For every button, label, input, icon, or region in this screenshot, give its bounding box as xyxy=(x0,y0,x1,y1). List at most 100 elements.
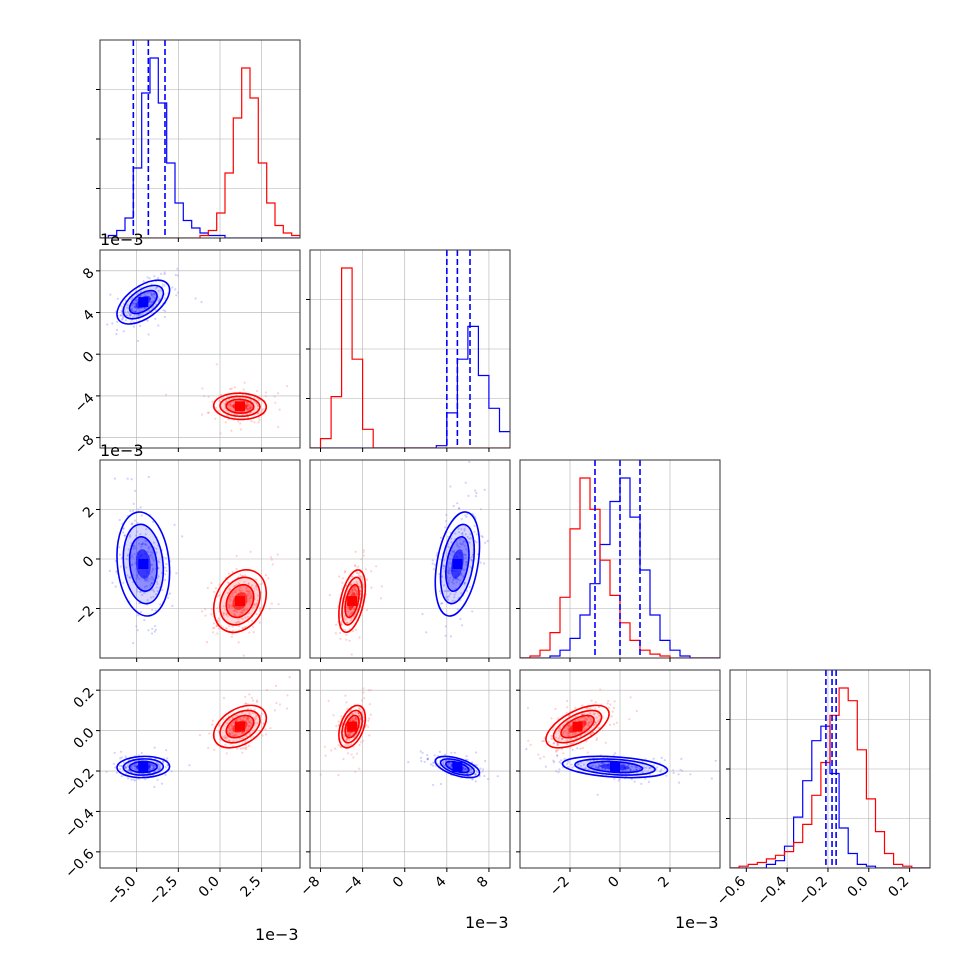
blue-scatter-point xyxy=(482,768,485,771)
red-scatter-point xyxy=(264,574,267,577)
red-scatter-point xyxy=(347,610,350,613)
blue-scatter-point xyxy=(154,593,158,596)
red-scatter-point xyxy=(363,697,366,700)
blue-scatter-point xyxy=(139,533,142,536)
blue-scatter-point xyxy=(457,578,460,581)
blue-scatter-point xyxy=(460,572,463,575)
blue-scatter-point xyxy=(133,305,136,308)
y-tick-label-1-3: 4 xyxy=(80,307,98,325)
blue-scatter-point xyxy=(596,793,599,796)
red-scatter-point xyxy=(244,616,247,619)
red-scatter-point xyxy=(567,724,570,727)
red-scatter-point xyxy=(217,724,220,727)
blue-scatter-point xyxy=(120,775,123,778)
blue-scatter-point xyxy=(464,514,467,517)
blue-scatter-point xyxy=(444,526,447,529)
blue-scatter-point xyxy=(442,567,445,570)
blue-scatter-point xyxy=(458,507,461,510)
red-scatter-point xyxy=(278,703,281,706)
red-scatter-point xyxy=(359,717,362,720)
blue-scatter-point xyxy=(149,291,152,294)
blue-scatter-point xyxy=(150,575,153,579)
red-scatter-point xyxy=(239,717,242,720)
blue-scatter-point xyxy=(710,777,713,780)
red-histogram-1 xyxy=(310,267,510,448)
blue-scatter-point xyxy=(474,772,477,776)
blue-scatter-point xyxy=(439,536,443,539)
red-scatter-point xyxy=(227,739,231,742)
blue-scatter-point xyxy=(460,532,463,535)
blue-scatter-point xyxy=(162,309,165,312)
blue-scatter-point xyxy=(465,563,468,567)
blue-scatter-point xyxy=(112,762,115,765)
red-scatter-point xyxy=(594,721,597,724)
blue-scatter-point xyxy=(473,773,476,776)
red-scatter-point xyxy=(353,588,356,591)
blue-scatter-point xyxy=(463,527,466,531)
blue-scatter-point xyxy=(444,753,447,756)
red-scatter-point xyxy=(334,632,337,635)
blue-scatter-point xyxy=(467,494,470,497)
red-scatter-point xyxy=(595,737,599,740)
blue-scatter-point xyxy=(164,557,168,560)
blue-scatter-point xyxy=(118,764,121,767)
red-scatter-point xyxy=(583,716,587,720)
red-scatter-point xyxy=(226,591,229,595)
red-scatter-point xyxy=(341,577,344,580)
red-scatter-point xyxy=(542,739,545,743)
blue-scatter-point xyxy=(471,778,474,781)
red-scatter-point xyxy=(247,725,250,728)
blue-scatter-point xyxy=(148,762,151,766)
blue-scatter-point xyxy=(150,563,153,567)
blue-scatter-point xyxy=(150,293,154,296)
x-tick-label-1-3: 4 xyxy=(432,873,450,891)
x2-offset-label: 1e−3 xyxy=(465,913,509,932)
red-scatter-point xyxy=(247,744,251,748)
red-scatter-point xyxy=(367,725,370,728)
blue-scatter-point xyxy=(649,766,652,769)
red-scatter-point xyxy=(247,590,250,593)
red-scatter-point xyxy=(275,701,278,705)
blue-scatter-point xyxy=(150,763,153,767)
red-scatter-point xyxy=(288,676,291,679)
red-scatter-point xyxy=(277,603,280,606)
red-scatter-point xyxy=(215,363,218,366)
red-density-peak xyxy=(235,596,245,607)
blue-scatter-point xyxy=(469,767,472,770)
blue-scatter-point xyxy=(126,306,129,309)
blue-scatter-point xyxy=(132,301,135,304)
blue-scatter-point xyxy=(464,533,467,536)
blue-scatter-point xyxy=(140,545,143,548)
red-histogram-0 xyxy=(100,67,300,238)
red-scatter-point xyxy=(230,604,233,607)
red-scatter-point xyxy=(228,403,231,406)
red-scatter-point xyxy=(560,738,564,741)
red-scatter-point xyxy=(577,719,581,722)
blue-scatter-point xyxy=(453,549,456,553)
blue-scatter-point xyxy=(167,596,170,599)
blue-scatter-point xyxy=(473,530,476,533)
blue-scatter-point xyxy=(158,765,161,768)
red-scatter-point xyxy=(340,715,343,718)
blue-scatter-point xyxy=(129,761,132,765)
blue-scatter-point xyxy=(132,763,135,767)
red-scatter-point xyxy=(226,581,229,584)
blue-scatter-point xyxy=(462,575,465,578)
red-scatter-point xyxy=(327,699,330,703)
red-scatter-point xyxy=(349,734,352,737)
plot-content xyxy=(100,40,930,868)
blue-scatter-point xyxy=(591,764,595,767)
blue-scatter-point xyxy=(556,754,559,757)
blue-scatter-point xyxy=(146,276,149,279)
red-scatter-point xyxy=(228,587,231,591)
blue-scatter-point xyxy=(149,768,152,771)
blue-scatter-point xyxy=(557,771,560,774)
blue-scatter-point xyxy=(576,747,579,750)
x-tick-label-2-2: 2 xyxy=(655,874,673,892)
red-scatter-point xyxy=(359,575,362,578)
red-scatter-point xyxy=(225,613,228,616)
red-scatter-point xyxy=(354,550,357,554)
blue-scatter-point xyxy=(122,531,125,534)
red-scatter-point xyxy=(550,737,553,740)
blue-scatter-point xyxy=(465,755,468,758)
